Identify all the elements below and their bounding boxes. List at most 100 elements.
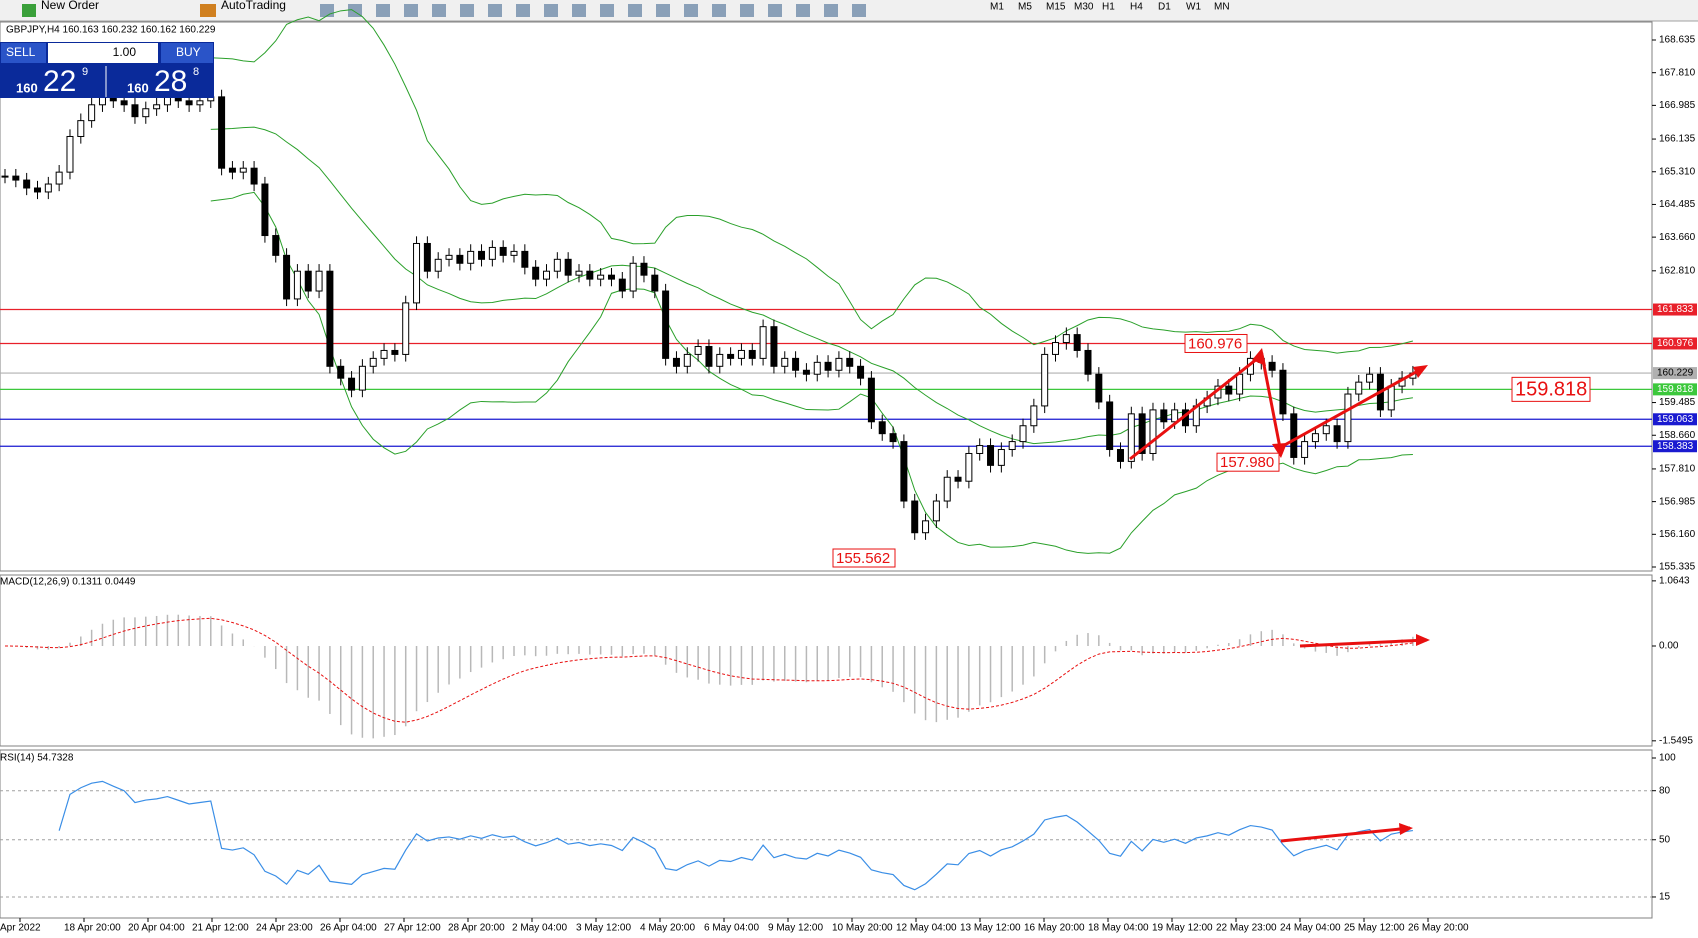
candle-body — [1160, 409, 1168, 423]
toolbar-icon[interactable] — [320, 4, 334, 17]
candle-body — [553, 258, 561, 272]
candle-body — [250, 167, 258, 185]
candle-body — [423, 242, 431, 272]
time-label: 9 May 12:00 — [768, 923, 823, 933]
autotrading-button[interactable]: AutoTrading — [221, 0, 286, 12]
macd-pane — [0, 574, 1653, 747]
candle-body — [1171, 409, 1179, 423]
toolbar-icon[interactable] — [488, 4, 502, 17]
lot-value[interactable]: 1.00 — [113, 45, 137, 59]
candle-body — [348, 377, 356, 391]
arrow-line — [1280, 826, 1411, 843]
ask-pips: 28 — [154, 65, 187, 98]
arrow-head — [1252, 348, 1266, 366]
candle-body — [261, 183, 269, 237]
toolbar-icon[interactable] — [768, 4, 782, 17]
candle-body — [77, 120, 85, 137]
price-level-tag — [1653, 303, 1697, 316]
price-level-label: 160.229 — [1657, 368, 1694, 379]
timeframe-button[interactable]: D1 — [1158, 2, 1171, 13]
time-label: 18 Apr 20:00 — [64, 923, 121, 933]
candle-body — [510, 250, 518, 256]
arrow-head — [1413, 365, 1428, 378]
price-tick-label: 164.485 — [1659, 199, 1696, 210]
toolbar-icon[interactable] — [824, 4, 838, 17]
candle-body — [694, 345, 702, 355]
new-order-icon[interactable] — [22, 4, 36, 17]
candle-body — [1073, 334, 1081, 351]
price-tick-label: 155.335 — [1659, 562, 1696, 573]
candle-body — [597, 274, 605, 280]
time-label: 24 Apr 23:00 — [256, 923, 313, 933]
toolbar-icon[interactable] — [432, 4, 446, 17]
toolbar-icon[interactable] — [628, 4, 642, 17]
candle-body — [1008, 441, 1016, 451]
candle-body — [683, 353, 691, 367]
candle-body — [163, 96, 171, 106]
toolbar-icon[interactable] — [684, 4, 698, 17]
toolbar-icon[interactable] — [516, 4, 530, 17]
annotation-box — [1216, 452, 1280, 472]
candle-body — [846, 357, 854, 367]
timeframe-button[interactable]: M1 — [990, 2, 1004, 13]
candle-body — [1279, 369, 1287, 415]
toolbar-icon[interactable] — [572, 4, 586, 17]
candle-body — [618, 278, 626, 292]
time-label: 27 Apr 12:00 — [384, 923, 441, 933]
bollinger-band — [210, 9, 1414, 354]
toolbar-icon[interactable] — [656, 4, 670, 17]
candle-body — [239, 167, 247, 173]
toolbar-icon[interactable] — [404, 4, 418, 17]
rsi-pane — [0, 749, 1653, 919]
timeframe-button[interactable]: M5 — [1018, 2, 1032, 13]
timeframe-button[interactable]: H1 — [1102, 2, 1115, 13]
sell-button[interactable] — [1, 43, 46, 63]
annotation-box — [1511, 376, 1591, 402]
candle-body — [434, 258, 442, 272]
timeframe-button[interactable]: H4 — [1130, 2, 1143, 13]
candle-body — [153, 104, 161, 110]
toolbar-icon[interactable] — [712, 4, 726, 17]
buy-button[interactable] — [161, 43, 213, 63]
candle-body — [131, 104, 139, 118]
candle-body — [607, 274, 615, 280]
candle-body — [716, 353, 724, 367]
toolbar-icon[interactable] — [600, 4, 614, 17]
time-label: 19 May 12:00 — [1152, 923, 1213, 933]
candle-body — [1084, 349, 1092, 375]
candle-body — [1127, 413, 1135, 462]
toolbar-icon[interactable] — [796, 4, 810, 17]
timeframe-button[interactable]: M30 — [1074, 2, 1094, 13]
candle-body — [380, 349, 388, 359]
candle-body — [575, 270, 583, 276]
timeframe-button[interactable]: MN — [1214, 2, 1230, 13]
toolbar-icon[interactable] — [544, 4, 558, 17]
price-level-label: 158.383 — [1657, 441, 1694, 452]
candle-body — [770, 326, 778, 367]
new-order-button[interactable]: New Order — [41, 0, 99, 12]
candle-body — [185, 100, 193, 106]
toolbar-icon[interactable] — [376, 4, 390, 17]
toolbar-icon[interactable] — [740, 4, 754, 17]
candle-body — [532, 266, 540, 280]
toolbar-icon[interactable] — [852, 4, 866, 17]
candle-body — [1322, 425, 1330, 435]
toolbar-icon[interactable] — [460, 4, 474, 17]
sell-label[interactable]: SELL — [6, 45, 36, 59]
price-level-label: 159.063 — [1657, 414, 1694, 425]
candle-body — [1301, 441, 1309, 458]
timeframe-button[interactable]: M15 — [1046, 2, 1066, 13]
autotrading-icon[interactable] — [200, 4, 216, 17]
candle-body — [326, 270, 334, 367]
arrow-heads — [1252, 348, 1430, 835]
buy-label[interactable]: BUY — [176, 45, 201, 59]
time-label: 13 May 12:00 — [960, 923, 1021, 933]
timeframe-button[interactable]: W1 — [1186, 2, 1201, 13]
candle-body — [987, 445, 995, 466]
macd-header: MACD(12,26,9) 0.1311 0.0449 — [0, 577, 136, 588]
candle-body — [66, 135, 74, 173]
lot-input[interactable] — [48, 43, 158, 63]
arrow-head — [1399, 823, 1413, 835]
price-tick-label: 156.985 — [1659, 496, 1696, 507]
